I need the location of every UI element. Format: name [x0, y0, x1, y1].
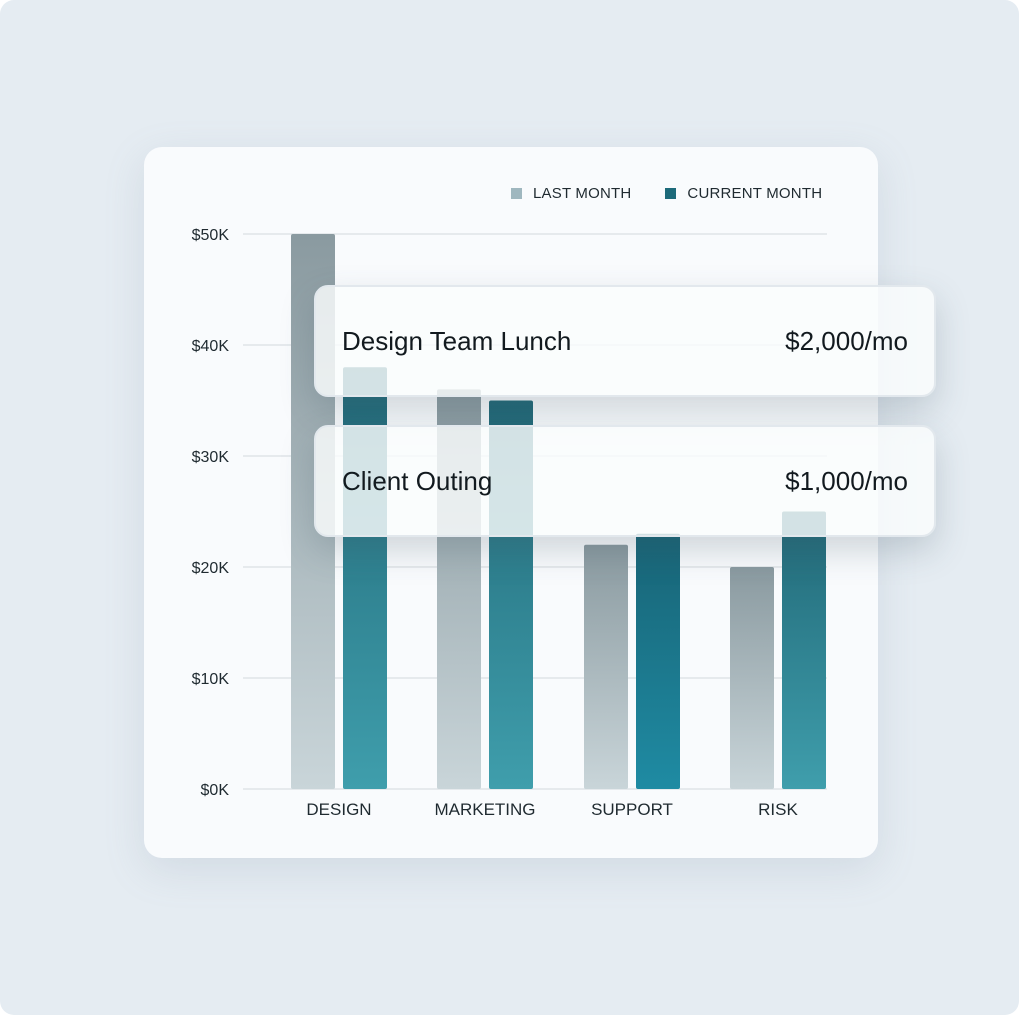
- bar-support-last-month: [584, 544, 628, 789]
- x-tick-label: RISK: [758, 800, 798, 819]
- y-tick-label: $50K: [192, 227, 230, 244]
- x-tick-label: SUPPORT: [591, 800, 673, 819]
- y-tick-label: $10K: [192, 671, 230, 688]
- y-tick-label: $30K: [192, 449, 230, 466]
- chart-legend: LAST MONTH CURRENT MONTH: [511, 185, 822, 202]
- x-axis-ticks: DESIGN MARKETING SUPPORT RISK: [306, 800, 798, 819]
- expense-name: Design Team Lunch: [342, 325, 572, 356]
- expense-card-design-team-lunch[interactable]: Design Team Lunch $2,000/mo: [314, 285, 936, 397]
- expense-card-client-outing[interactable]: Client Outing $1,000/mo: [314, 425, 936, 537]
- x-tick-label: MARKETING: [434, 800, 535, 819]
- y-axis-ticks: $0K $10K $20K $30K $40K $50K: [192, 227, 230, 799]
- bar-support-current-month: [636, 533, 680, 789]
- y-tick-label: $20K: [192, 560, 230, 577]
- expense-name: Client Outing: [342, 465, 493, 496]
- bar-risk-current-month: [782, 511, 826, 789]
- legend-swatch-last-month: [511, 188, 522, 199]
- legend-label-current-month: CURRENT MONTH: [687, 185, 823, 202]
- x-tick-label: DESIGN: [306, 800, 371, 819]
- y-tick-label: $40K: [192, 338, 230, 355]
- expense-amount: $1,000/mo: [785, 465, 908, 496]
- legend-item-current-month: CURRENT MONTH: [665, 185, 822, 202]
- expense-amount: $2,000/mo: [785, 325, 908, 356]
- bar-risk-last-month: [730, 567, 774, 789]
- legend-item-last-month: LAST MONTH: [511, 185, 631, 202]
- y-tick-label: $0K: [201, 782, 230, 799]
- legend-swatch-current-month: [665, 188, 677, 199]
- legend-label-last-month: LAST MONTH: [533, 185, 632, 202]
